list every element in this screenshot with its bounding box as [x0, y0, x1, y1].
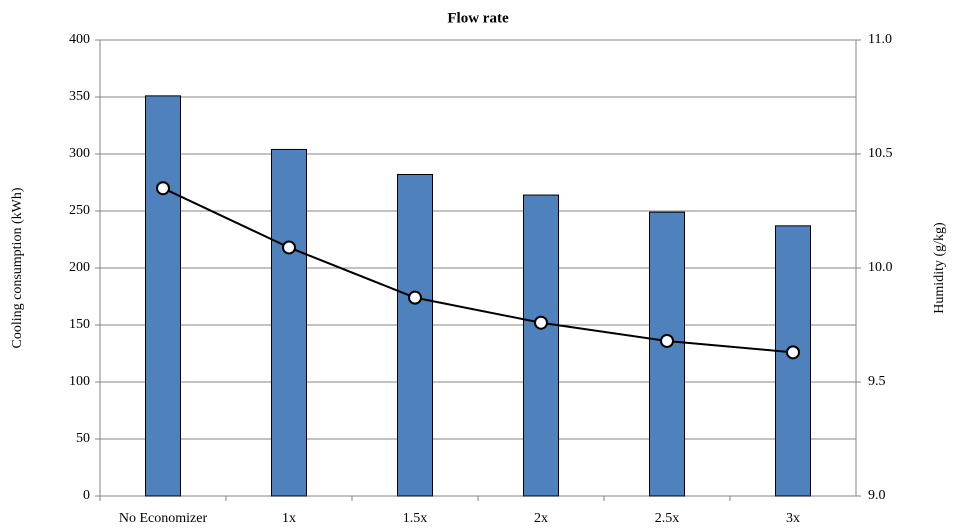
chart-title: Flow rate [447, 10, 509, 26]
line-marker [534, 315, 548, 330]
x-tick-label: 1x [282, 511, 296, 526]
x-tick-label: No Economizer [119, 511, 208, 526]
y-tick-label: 200 [69, 260, 90, 275]
bar [649, 211, 685, 497]
x-tick-label: 2.5x [655, 511, 680, 526]
bar [523, 194, 559, 497]
y-tick-label: 350 [69, 89, 90, 104]
line-marker [156, 181, 170, 196]
line-marker [408, 290, 422, 305]
y-tick-label: 300 [69, 146, 90, 161]
y-tick-label: 0 [83, 488, 90, 503]
bar [775, 225, 811, 497]
y2-axis-label: Humidity (g/kg) [932, 222, 947, 314]
line-marker [660, 333, 674, 348]
y-tick-label: 400 [69, 32, 90, 47]
y-tick-label: 250 [69, 203, 90, 218]
bar [145, 95, 181, 497]
y-tick-label: 50 [76, 431, 90, 446]
line-marker [282, 240, 296, 255]
bar [397, 174, 433, 497]
y2-tick-label: 9.0 [868, 488, 886, 503]
x-tick-label: 3x [786, 511, 800, 526]
y2-tick-label: 11.0 [868, 32, 892, 47]
y-axis-label: Cooling consumption (kWh) [10, 187, 25, 348]
y2-tick-label: 10.0 [868, 260, 893, 275]
x-tick-label: 1.5x [403, 511, 428, 526]
line-marker [786, 345, 800, 360]
y-tick-label: 100 [69, 374, 90, 389]
y-tick-label: 150 [69, 317, 90, 332]
x-tick-label: 2x [534, 511, 548, 526]
y2-tick-label: 10.5 [868, 146, 893, 161]
y2-tick-label: 9.5 [868, 374, 886, 389]
line [162, 187, 794, 354]
bar [271, 148, 307, 497]
